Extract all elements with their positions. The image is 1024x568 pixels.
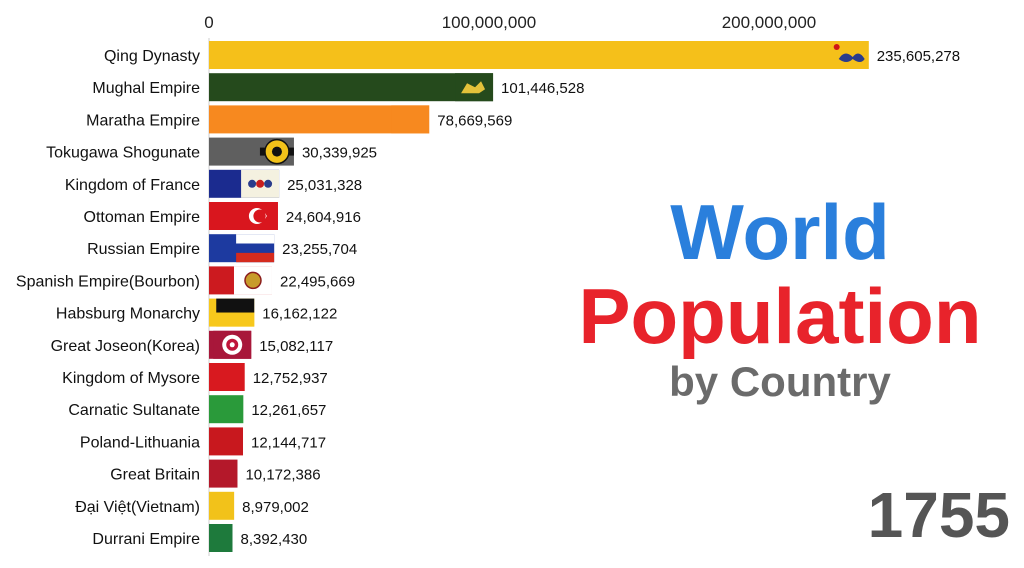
value-label: 25,031,328: [287, 177, 362, 194]
category-label: Maratha Empire: [86, 112, 200, 129]
russia-flag-icon: [236, 234, 275, 263]
bar-row: Russian Empire 23,255,704: [87, 234, 357, 263]
bar-row: Great Britain 10,172,386: [110, 459, 321, 488]
year-label: 1755: [867, 479, 1010, 551]
bar-row: Great Joseon(Korea) 15,082,117: [51, 330, 333, 359]
ottoman-flag-icon: [239, 202, 278, 230]
category-label: Russian Empire: [87, 241, 200, 258]
x-tick-label: 0: [204, 13, 213, 32]
bar: [209, 41, 869, 69]
bar-row: Mughal Empire 101,446,528: [92, 73, 584, 102]
bar: [209, 427, 244, 456]
tokugawa-crest-icon: [259, 138, 294, 165]
bar: [209, 363, 245, 391]
category-label: Ottoman Empire: [84, 209, 201, 226]
value-label: 12,261,657: [251, 402, 326, 419]
x-tick-label: 100,000,000: [442, 13, 537, 32]
bar: [209, 395, 244, 424]
category-label: Đại Việt(Vietnam): [75, 499, 200, 516]
bar-row: Maratha Empire 78,669,569: [86, 105, 512, 134]
value-label: 78,669,569: [437, 112, 512, 129]
value-label: 10,172,386: [245, 467, 320, 484]
category-label: Spanish Empire(Bourbon): [16, 273, 200, 290]
value-label: 8,979,002: [242, 499, 309, 516]
bar: [209, 491, 235, 520]
joseon-flag-icon: [213, 330, 252, 359]
bar-row: Qing Dynasty 235,605,278: [104, 41, 960, 69]
category-label: Poland-Lithuania: [80, 434, 200, 451]
bar: [209, 524, 233, 552]
value-label: 12,144,717: [251, 434, 326, 451]
x-tick-label: 200,000,000: [722, 13, 817, 32]
qing-dragon-flag-icon: [830, 41, 869, 69]
bar-row: Kingdom of Mysore 12,752,937: [62, 363, 328, 391]
category-label: Carnatic Sultanate: [68, 402, 200, 419]
maratha-pennant-icon: [391, 105, 430, 134]
bar: [209, 73, 494, 102]
value-label: 101,446,528: [501, 80, 584, 97]
title-line-by-country: by Country: [669, 358, 891, 405]
category-label: Habsburg Monarchy: [56, 306, 200, 323]
value-label: 22,495,669: [280, 273, 355, 290]
category-label: Kingdom of France: [65, 177, 200, 194]
bar-row: Poland-Lithuania 12,144,717: [80, 427, 326, 456]
bar-row: Carnatic Sultanate 12,261,657: [68, 395, 326, 424]
spain-bourbon-flag-icon: [233, 266, 272, 295]
value-label: 8,392,430: [240, 531, 307, 548]
title-line-population: Population: [578, 272, 982, 360]
value-label: 16,162,122: [262, 306, 337, 323]
category-label: Great Britain: [110, 467, 200, 484]
bar-row: Durrani Empire 8,392,430: [92, 524, 307, 552]
value-label: 30,339,925: [302, 145, 377, 162]
bar-row: Ottoman Empire 24,604,916: [84, 202, 361, 230]
mughal-flag-icon: [455, 73, 494, 102]
category-label: Qing Dynasty: [104, 48, 200, 65]
bar-row: Habsburg Monarchy 16,162,122: [56, 298, 337, 327]
france-royal-flag-icon: [241, 169, 280, 198]
category-label: Tokugawa Shogunate: [46, 145, 200, 162]
category-label: Mughal Empire: [92, 80, 200, 97]
habsburg-flag-icon: [216, 298, 255, 327]
bar-row: Tokugawa Shogunate 30,339,925: [46, 137, 377, 166]
bar: [209, 459, 238, 488]
bar-row: Spanish Empire(Bourbon) 22,495,669: [16, 266, 355, 295]
category-label: Durrani Empire: [92, 531, 200, 548]
chart-title: World Population by Country: [560, 190, 1000, 406]
value-label: 15,082,117: [259, 338, 333, 355]
category-label: Great Joseon(Korea): [51, 338, 200, 355]
value-label: 12,752,937: [253, 370, 328, 387]
bar-row: Kingdom of France 25,031,328: [65, 169, 362, 198]
category-label: Kingdom of Mysore: [62, 370, 200, 387]
value-label: 235,605,278: [877, 48, 960, 65]
title-line-world: World: [670, 188, 890, 276]
bar-row: Đại Việt(Vietnam) 8,979,002: [75, 491, 309, 520]
value-label: 24,604,916: [286, 209, 361, 226]
value-label: 23,255,704: [282, 241, 357, 258]
